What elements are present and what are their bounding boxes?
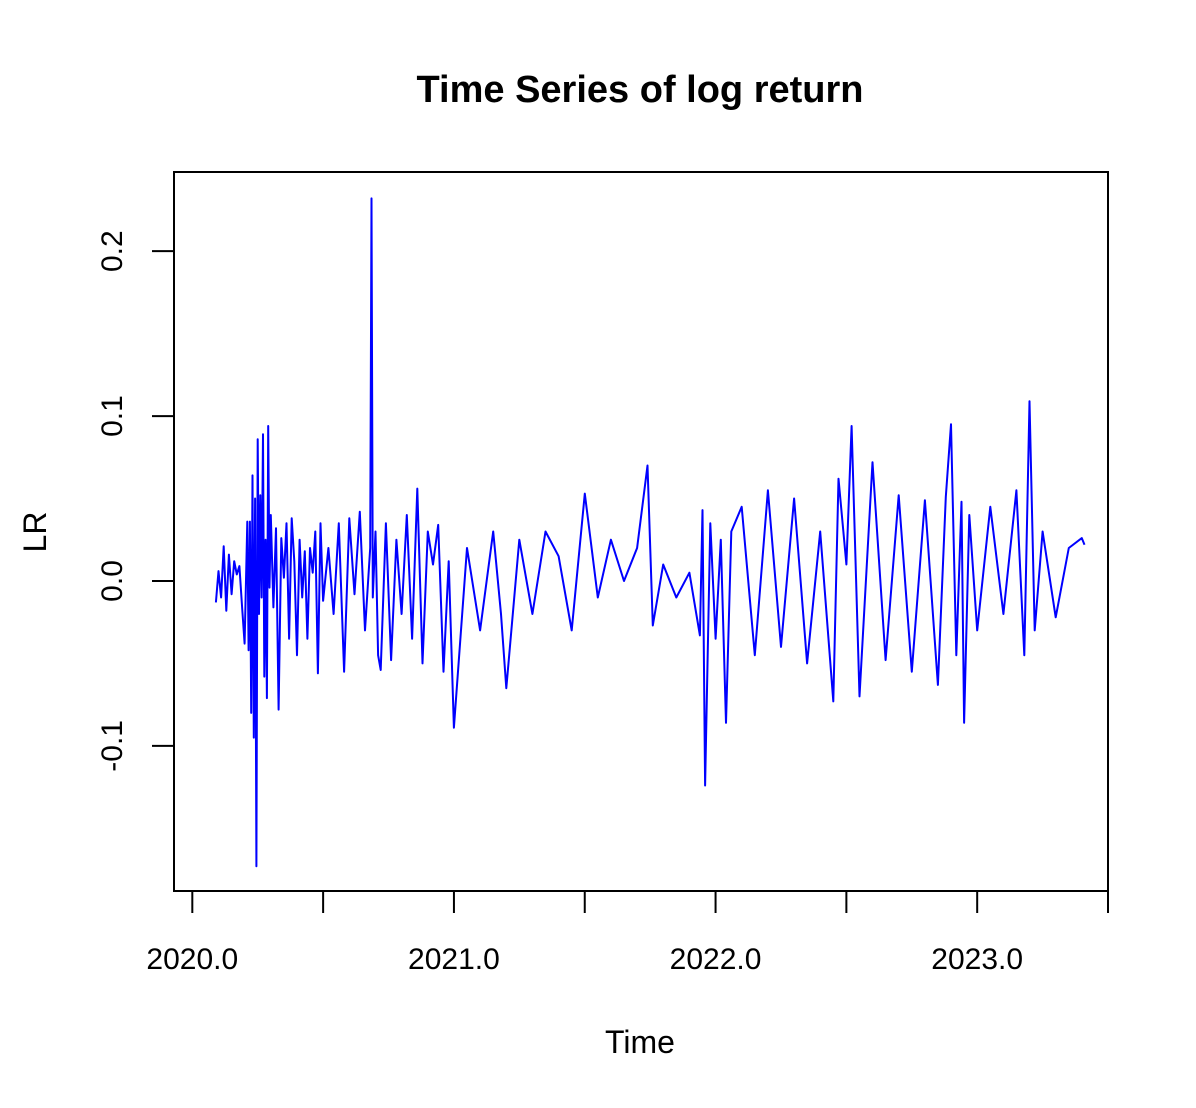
y-tick-label: 0.0: [96, 560, 129, 602]
x-axis-label: Time: [605, 1024, 675, 1060]
chart-title: Time Series of log return: [417, 69, 864, 111]
x-tick-label: 2020.0: [146, 943, 238, 976]
x-tick-label: 2023.0: [931, 943, 1023, 976]
series-line-0: [214, 197, 1086, 868]
x-axis: 2020.0 2021.0 2022.0 2023.0: [146, 890, 1109, 976]
x-tick-label: 2022.0: [670, 943, 762, 976]
y-axis-label: LR: [17, 512, 53, 553]
series-group: [214, 197, 1086, 868]
y-tick-label: -0.1: [96, 720, 129, 772]
y-axis: -0.1 0.0 0.1 0.2: [96, 230, 175, 772]
y-tick-label: 0.1: [96, 395, 129, 437]
y-tick-label: 0.2: [96, 230, 129, 272]
x-tick-label: 2021.0: [408, 943, 500, 976]
